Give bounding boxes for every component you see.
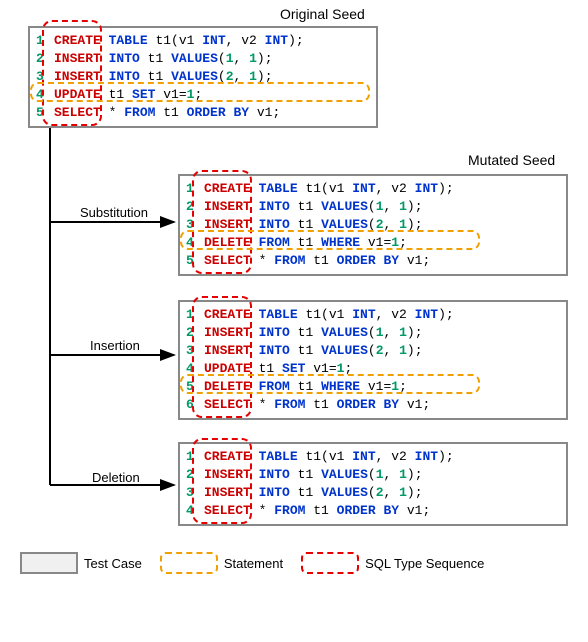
- line-number: 1: [186, 180, 194, 198]
- line-number: 4: [36, 86, 44, 104]
- code-line: 5SELECT * FROM t1 ORDER BY v1;: [36, 104, 370, 122]
- substitution-box: 1CREATE TABLE t1(v1 INT, v2 INT);2INSERT…: [178, 174, 568, 276]
- line-number: 1: [186, 306, 194, 324]
- line-number: 1: [186, 448, 194, 466]
- code-line: 1CREATE TABLE t1(v1 INT, v2 INT);: [186, 180, 560, 198]
- line-number: 2: [186, 198, 194, 216]
- code-line: 1CREATE TABLE t1(v1 INT, v2 INT);: [36, 32, 370, 50]
- original-seed-label: Original Seed: [280, 6, 365, 22]
- line-number: 3: [36, 68, 44, 86]
- insertion-label: Insertion: [90, 338, 140, 353]
- mutated-seed-label: Mutated Seed: [468, 152, 555, 168]
- line-number: 3: [186, 216, 194, 234]
- code-line: 4SELECT * FROM t1 ORDER BY v1;: [186, 502, 560, 520]
- legend-sqltype-label: SQL Type Sequence: [365, 556, 484, 571]
- line-number: 6: [186, 396, 194, 414]
- line-number: 2: [186, 466, 194, 484]
- legend-statement: Statement: [160, 552, 283, 574]
- code-line: 3INSERT INTO t1 VALUES(2, 1);: [186, 216, 560, 234]
- legend-testcase-label: Test Case: [84, 556, 142, 571]
- insertion-box: 1CREATE TABLE t1(v1 INT, v2 INT);2INSERT…: [178, 300, 568, 420]
- line-number: 4: [186, 502, 194, 520]
- code-line: 6SELECT * FROM t1 ORDER BY v1;: [186, 396, 560, 414]
- code-line: 2INSERT INTO t1 VALUES(1, 1);: [186, 198, 560, 216]
- code-line: 2INSERT INTO t1 VALUES(1, 1);: [186, 466, 560, 484]
- deletion-label: Deletion: [92, 470, 140, 485]
- legend: Test Case Statement SQL Type Sequence: [20, 552, 484, 574]
- code-line: 5DELETE FROM t1 WHERE v1=1;: [186, 378, 560, 396]
- code-line: 4UPDATE t1 SET v1=1;: [36, 86, 370, 104]
- code-line: 1CREATE TABLE t1(v1 INT, v2 INT);: [186, 448, 560, 466]
- code-line: 3INSERT INTO t1 VALUES(2, 1);: [186, 342, 560, 360]
- line-number: 2: [36, 50, 44, 68]
- line-number: 3: [186, 342, 194, 360]
- original-seed-box: 1CREATE TABLE t1(v1 INT, v2 INT);2INSERT…: [28, 26, 378, 128]
- legend-testcase: Test Case: [20, 552, 142, 574]
- code-line: 1CREATE TABLE t1(v1 INT, v2 INT);: [186, 306, 560, 324]
- deletion-box: 1CREATE TABLE t1(v1 INT, v2 INT);2INSERT…: [178, 442, 568, 526]
- line-number: 2: [186, 324, 194, 342]
- line-number: 5: [186, 378, 194, 396]
- substitution-label: Substitution: [80, 205, 148, 220]
- code-line: 2INSERT INTO t1 VALUES(1, 1);: [186, 324, 560, 342]
- code-line: 2INSERT INTO t1 VALUES(1, 1);: [36, 50, 370, 68]
- code-line: 5SELECT * FROM t1 ORDER BY v1;: [186, 252, 560, 270]
- code-line: 4UPDATE t1 SET v1=1;: [186, 360, 560, 378]
- line-number: 4: [186, 360, 194, 378]
- line-number: 4: [186, 234, 194, 252]
- line-number: 5: [186, 252, 194, 270]
- code-line: 3INSERT INTO t1 VALUES(2, 1);: [186, 484, 560, 502]
- legend-statement-label: Statement: [224, 556, 283, 571]
- line-number: 5: [36, 104, 44, 122]
- legend-sqltype: SQL Type Sequence: [301, 552, 484, 574]
- code-line: 3INSERT INTO t1 VALUES(2, 1);: [36, 68, 370, 86]
- line-number: 1: [36, 32, 44, 50]
- line-number: 3: [186, 484, 194, 502]
- code-line: 4DELETE FROM t1 WHERE v1=1;: [186, 234, 560, 252]
